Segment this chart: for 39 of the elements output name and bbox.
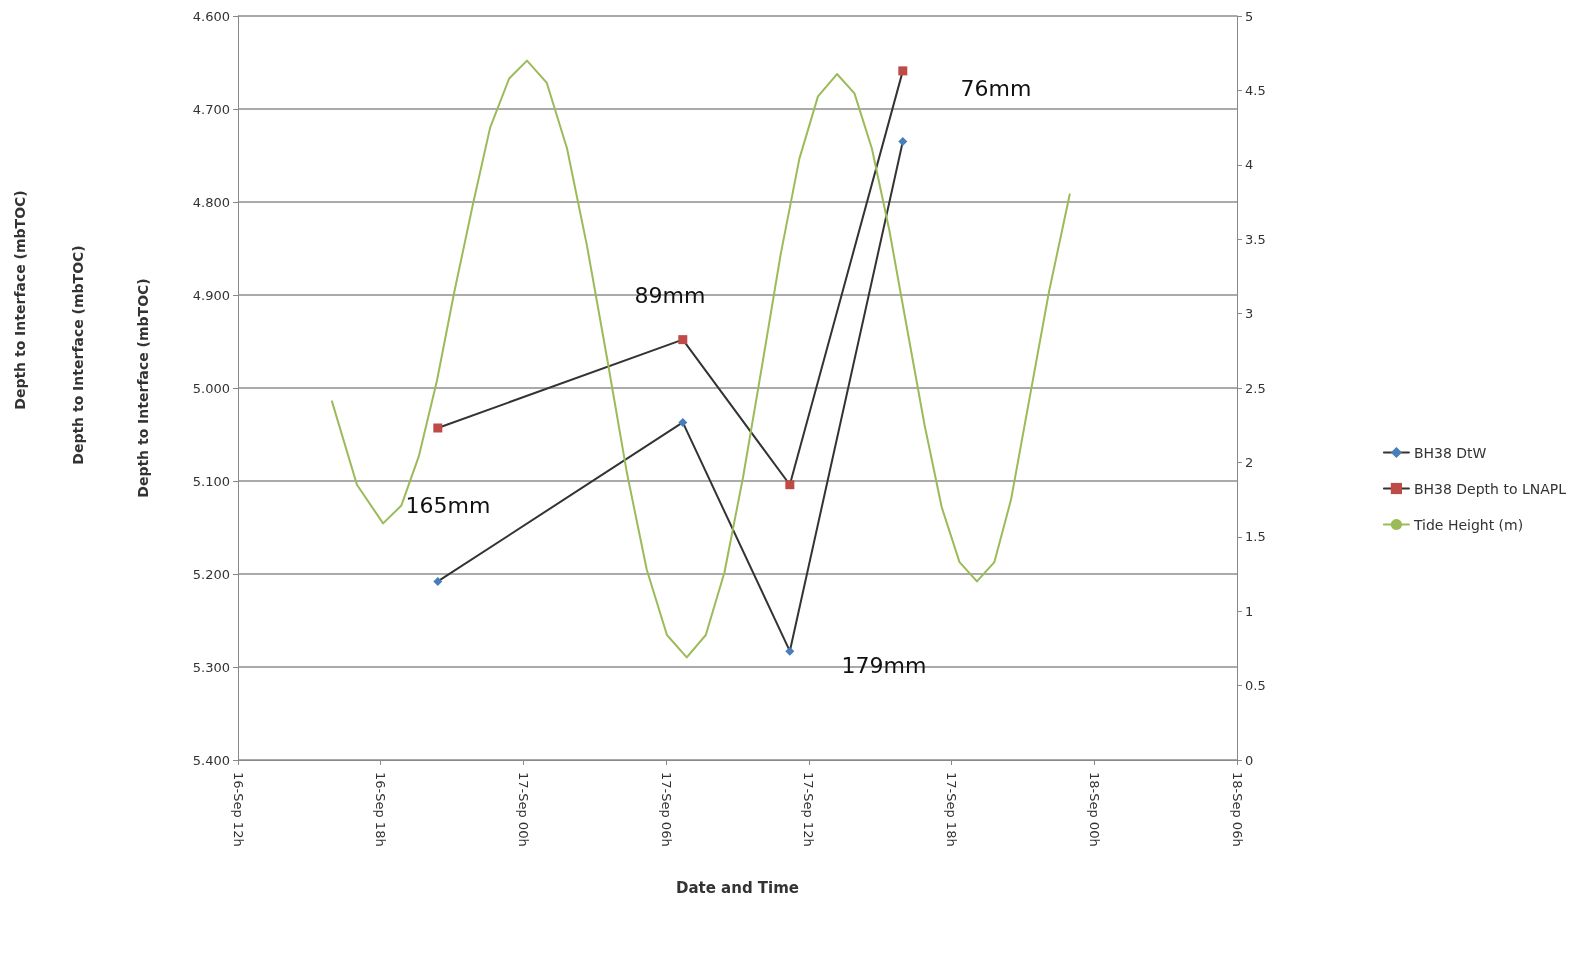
x-tick-label: 18-Sep 00h	[1086, 772, 1102, 847]
y-tick-label: 4.600	[192, 8, 230, 24]
annotation: 179mm	[841, 652, 927, 678]
y2-tick-label: 5	[1245, 8, 1254, 24]
y2-tick-label: 2.5	[1245, 380, 1266, 396]
y-tick-label: 4.800	[192, 194, 230, 210]
y-tick-label: 4.900	[192, 287, 230, 303]
text: Depth to Interface (mbTOC)	[70, 245, 86, 465]
annotation: 76mm	[960, 75, 1032, 101]
y2-tick-label: 2	[1245, 454, 1254, 470]
x-tick-label: 17-Sep 06h	[658, 772, 674, 847]
y-tick-label: 4.700	[192, 101, 230, 117]
y2-tick-label: 1.5	[1245, 529, 1266, 545]
annotation: 89mm	[634, 282, 706, 308]
legend-label: BH38 DtW	[1413, 444, 1487, 461]
y-tick-label: 5.100	[192, 473, 230, 489]
x-axis-title: Date and Time	[675, 878, 800, 897]
legend-label: Tide Height (m)	[1412, 516, 1524, 533]
x-tick-label: 18-Sep 06h	[1229, 772, 1245, 847]
annotation: 165mm	[405, 492, 491, 518]
y-tick-label: 5.200	[192, 566, 230, 582]
y2-tick-label: 1	[1245, 603, 1254, 619]
y-axis-title: Depth to Interface (mbTOC)	[135, 278, 151, 498]
y2-tick-label: 3	[1245, 306, 1254, 322]
y2-tick-label: 4.5	[1245, 82, 1266, 98]
legend-label: BH38 Depth to LNAPL	[1413, 480, 1567, 497]
y-tick-label: 5.000	[192, 380, 230, 396]
y2-tick-label: 0.5	[1245, 678, 1266, 694]
y-tick-label: 5.400	[192, 752, 230, 768]
x-tick-label: 16-Sep 12h	[230, 772, 246, 847]
x-tick-label: 17-Sep 18h	[944, 772, 960, 847]
text: Depth to Interface (mbTOC)	[12, 190, 28, 410]
y2-tick-label: 0	[1245, 752, 1254, 768]
x-tick-label: 16-Sep 18h	[373, 772, 389, 847]
y-tick-label: 5.300	[192, 659, 230, 675]
y2-tick-label: 3.5	[1245, 231, 1266, 247]
x-tick-label: 17-Sep 12h	[801, 772, 817, 847]
y2-tick-label: 4	[1245, 157, 1254, 173]
x-tick-label: 17-Sep 00h	[515, 772, 531, 847]
